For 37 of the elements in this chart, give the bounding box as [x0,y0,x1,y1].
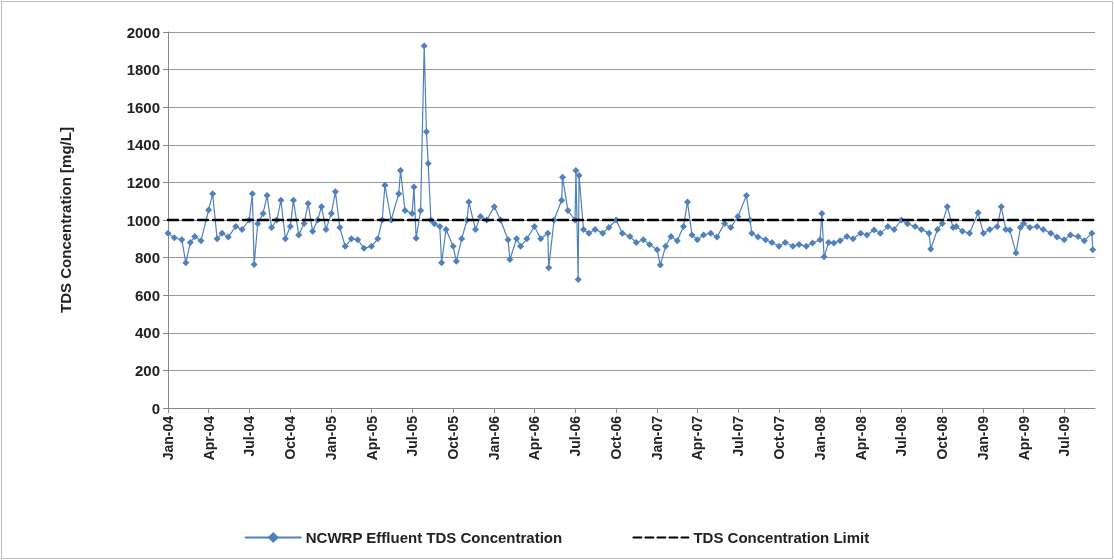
x-tick-label: Jan-04 [160,415,176,461]
x-tick-label: Jan-06 [486,415,503,461]
x-tick-label: Apr-04 [200,415,217,461]
x-tick-label: Jul-09 [1056,415,1073,457]
y-tick-label: 400 [134,324,160,342]
x-tick-label: Oct-08 [934,415,951,460]
x-tick-label: Apr-05 [363,415,380,461]
x-tick-label: Oct-05 [445,415,462,460]
y-axis-title: TDS Concentration [mg/L] [57,127,74,313]
x-tick-label: Apr-07 [689,415,706,461]
legend-label: TDS Concentration Limit [693,529,870,546]
y-tick-label: 0 [151,399,160,417]
y-tick-label: 600 [134,286,160,304]
x-tick-label: Apr-08 [852,415,869,461]
y-tick-label: 2000 [126,23,160,41]
x-tick-label: Jan-09 [975,415,992,461]
y-tick-label: 1800 [126,61,160,79]
x-tick-label: Jan-05 [323,415,340,461]
x-tick-label: Oct-06 [608,415,625,460]
y-tick-label: 1400 [126,136,160,154]
x-tick-label: Jul-08 [893,415,910,457]
y-tick-label: 200 [134,361,160,379]
x-tick-label: Apr-06 [526,415,543,461]
x-tick-label: Jul-05 [404,415,421,457]
x-tick-label: Oct-04 [282,415,299,460]
x-tick-label: Jan-07 [649,415,666,461]
y-tick-label: 1600 [126,98,160,116]
x-tick-label: Jan-08 [812,415,829,461]
x-tick-label: Jul-06 [567,415,584,457]
x-tick-label: Oct-07 [771,415,788,460]
y-tick-label: 1200 [126,173,160,191]
x-tick-label: Apr-09 [1015,415,1032,461]
legend-label: NCWRP Effluent TDS Concentration [305,529,563,546]
x-tick-label: Jul-07 [729,415,746,457]
x-tick-label: Jul-04 [241,415,258,457]
y-tick-label: 1000 [126,211,160,229]
y-tick-label: 800 [134,249,160,267]
